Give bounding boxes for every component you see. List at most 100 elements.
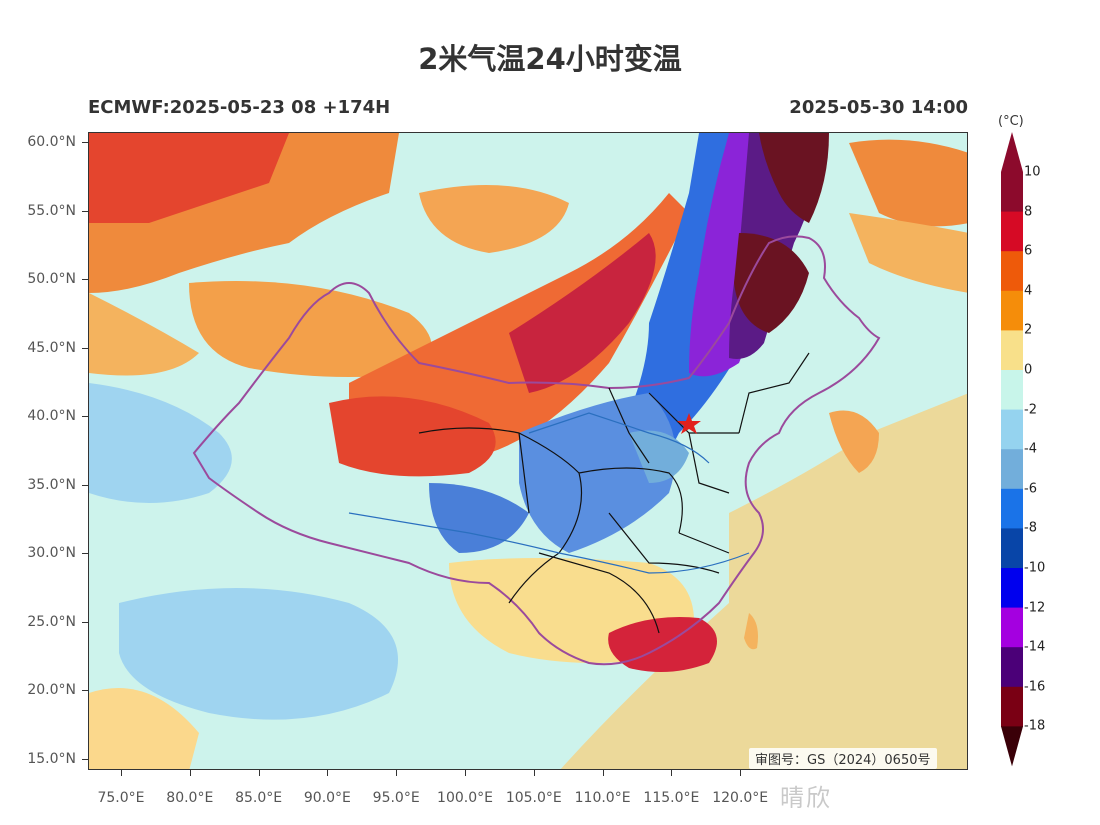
cold-zone (629, 430, 689, 483)
colorbar-segment (1001, 686, 1023, 727)
warm-zone (419, 185, 569, 253)
latitude-tick (82, 690, 88, 691)
latitude-label: 40.0°N (27, 408, 76, 424)
latitude-tick (82, 416, 88, 417)
colorbar-label: 6 (1024, 243, 1033, 259)
china-border (192, 235, 881, 666)
watermark: 晴欣 (780, 784, 832, 812)
colorbar-bottom-arrow (1001, 726, 1023, 767)
colorbar-segment (1001, 568, 1023, 609)
longitude-label: 105.0°E (505, 790, 562, 806)
colorbar-segment (1001, 251, 1023, 292)
hot-zone (329, 396, 496, 477)
temperature-change-map (88, 132, 968, 770)
latitude-label: 60.0°N (27, 134, 76, 150)
colorbar-label: -10 (1024, 560, 1046, 576)
colorbar-segment (1001, 172, 1023, 213)
longitude-label: 90.0°E (303, 790, 351, 806)
warm-zone (849, 213, 967, 293)
longitude-label: 115.0°E (643, 790, 700, 806)
longitude-label: 85.0°E (235, 790, 283, 806)
colorbar-label: -12 (1024, 600, 1046, 616)
colorbar-label: 10 (1024, 164, 1041, 180)
blue-zone (89, 383, 232, 503)
latitude-label: 20.0°N (27, 682, 76, 698)
longitude-tick (396, 770, 398, 776)
map-review-number: 审图号：GS（2024）0650号 (749, 748, 937, 769)
colorbar-label: 4 (1024, 283, 1033, 299)
colorbar-segment (1001, 488, 1023, 529)
latitude-label: 50.0°N (27, 271, 76, 287)
warm-zone (849, 139, 967, 227)
longitude-label: 100.0°E (437, 790, 493, 806)
longitude-tick (121, 770, 122, 776)
longitude-label: 80.0°E (166, 790, 214, 806)
cold-core (734, 233, 809, 333)
cold-core (759, 133, 829, 223)
latitude-tick (82, 279, 88, 280)
latitude-tick (82, 758, 88, 760)
colorbar-label: -8 (1024, 520, 1037, 536)
latitude-label: 30.0°N (27, 545, 76, 561)
warm-zone (829, 410, 879, 473)
latitude-label: 15.0°N (27, 750, 76, 767)
colorbar-label: -16 (1024, 679, 1046, 695)
colorbar-label: 0 (1024, 362, 1033, 378)
colorbar-label: -4 (1024, 441, 1037, 457)
colorbar-top-arrow (1001, 132, 1023, 172)
colorbar-segment (1001, 528, 1023, 569)
warm-zone (89, 688, 199, 769)
colorbar-unit: (°C) (998, 114, 1024, 129)
longitude-tick (465, 770, 466, 776)
blue-zone (119, 588, 398, 720)
longitude-tick (327, 770, 329, 776)
model-run-label: ECMWF:2025-05-23 08 +174H (88, 97, 391, 118)
longitude-tick (602, 770, 604, 776)
colorbar-segment (1001, 211, 1023, 252)
latitude-tick (82, 621, 88, 623)
capital-star-marker (677, 413, 701, 434)
latitude-tick (82, 142, 88, 143)
longitude-tick (533, 770, 535, 776)
colorbar-segment (1001, 647, 1023, 688)
colorbar-segment (1001, 330, 1023, 371)
province-borders (418, 352, 810, 634)
longitude-label: 120.0°E (712, 790, 769, 806)
colorbar-label: 2 (1024, 322, 1033, 338)
latitude-tick (82, 347, 88, 349)
colorbar (1001, 132, 1023, 767)
longitude-label: 95.0°E (372, 790, 420, 806)
warm-zone (89, 293, 199, 376)
hot-zone (89, 133, 289, 223)
latitude-tick (82, 553, 88, 554)
colorbar-segment (1001, 290, 1023, 331)
warm-zone (189, 281, 432, 377)
colorbar-label: 8 (1024, 204, 1033, 220)
latitude-label: 55.0°N (27, 202, 76, 219)
longitude-tick (740, 770, 742, 776)
latitude-label: 25.0°N (27, 613, 76, 630)
hot-zone (509, 233, 656, 393)
colorbar-segment (1001, 409, 1023, 450)
longitude-tick (258, 770, 260, 776)
longitude-label: 75.0°E (97, 790, 145, 806)
colorbar-label: -2 (1024, 402, 1037, 418)
latitude-label: 35.0°N (27, 476, 76, 493)
latitude-label: 45.0°N (27, 339, 76, 356)
longitude-tick (189, 770, 191, 776)
sea-region (560, 393, 967, 769)
chart-title: 2米气温24小时变温 (418, 42, 682, 76)
latitude-tick (82, 210, 88, 212)
colorbar-label: -6 (1024, 481, 1037, 497)
colorbar-segment (1001, 449, 1023, 490)
longitude-label: 110.0°E (574, 790, 631, 806)
colorbar-segment (1001, 370, 1023, 411)
colorbar-label: -18 (1024, 718, 1046, 734)
warm-zone (744, 613, 758, 650)
rivers (348, 412, 750, 574)
cold-zone (429, 483, 529, 553)
valid-time-label: 2025-05-30 14:00 (789, 97, 968, 118)
latitude-tick (82, 484, 88, 486)
colorbar-label: -14 (1024, 639, 1046, 655)
longitude-tick (671, 770, 673, 776)
